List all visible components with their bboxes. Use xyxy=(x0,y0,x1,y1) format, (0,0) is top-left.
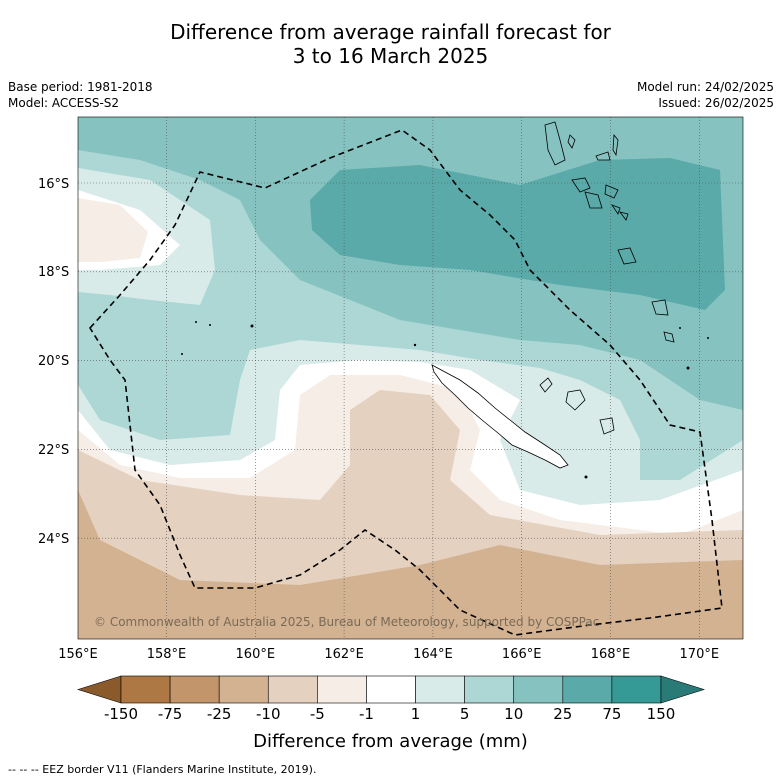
colorbar-swatch xyxy=(562,675,613,704)
loyalty-islands xyxy=(539,377,615,435)
base-period: Base period: 1981-2018 xyxy=(8,80,153,94)
eez-border xyxy=(89,129,723,636)
lon-label-156e: 156°E xyxy=(58,647,98,662)
colorbar-swatch xyxy=(366,675,416,704)
lat-label-20s: 20°S xyxy=(38,354,69,369)
colorbar-tick-label: -10 xyxy=(256,705,281,723)
model-name: Model: ACCESS-S2 xyxy=(8,96,120,110)
eez-legend-note: -- -- -- EEZ border V11 (Flanders Marine… xyxy=(8,763,317,776)
anomaly-band-minus1-minus5 xyxy=(78,198,148,262)
small-islands xyxy=(181,321,709,479)
colorbar-swatch xyxy=(415,675,465,704)
colorbar-tick-label: -75 xyxy=(157,705,183,723)
colorbar-tick-label: -5 xyxy=(309,705,325,723)
lon-label-158e: 158°E xyxy=(147,647,187,662)
lat-label-24s: 24°S xyxy=(38,532,69,547)
colorbar-swatch xyxy=(513,675,564,704)
lon-label-160e: 160°E xyxy=(236,647,276,662)
issued-date: Issued: 26/02/2025 xyxy=(658,96,774,110)
colorbar-title: Difference from average (mm) xyxy=(253,731,528,752)
graticule xyxy=(78,117,743,639)
colorbar-tick-label: 25 xyxy=(553,705,573,723)
colorbar-swatch xyxy=(611,675,662,704)
anomaly-band-minus10-minus25 xyxy=(78,490,743,639)
colorbar-tick-label: -150 xyxy=(103,705,139,723)
new-caledonia-island xyxy=(431,364,569,469)
colorbar-swatch xyxy=(169,675,220,704)
colorbar-tick-label: 5 xyxy=(459,705,470,723)
copyright-notice: © Commonwealth of Australia 2025, Bureau… xyxy=(94,615,599,629)
colorbar-tick-label: -25 xyxy=(206,705,232,723)
lon-label-164e: 164°E xyxy=(413,647,453,662)
lat-label-18s: 18°S xyxy=(38,265,69,280)
colorbar-swatch xyxy=(120,675,171,704)
colorbar-tick-label: 75 xyxy=(602,705,622,723)
lon-label-168e: 168°E xyxy=(591,647,631,662)
colorbar-swatch xyxy=(464,675,515,704)
colorbar-swatch xyxy=(218,675,269,704)
colorbar-extend-low xyxy=(76,675,122,704)
colorbar-tick-label: 1 xyxy=(410,705,421,723)
colorbar-swatch xyxy=(267,675,318,704)
lon-label-166e: 166°E xyxy=(502,647,542,662)
vanuatu-islands xyxy=(544,121,675,343)
model-run: Model run: 24/02/2025 xyxy=(636,80,774,94)
lon-label-170e: 170°E xyxy=(680,647,720,662)
colorbar-tick-label: 150 xyxy=(646,705,676,723)
map-title-line2: 3 to 16 March 2025 xyxy=(292,44,489,68)
map-frame xyxy=(77,116,744,640)
colorbar xyxy=(76,675,706,704)
colorbar-swatch xyxy=(317,675,367,704)
colorbar-tick-label: 10 xyxy=(504,705,524,723)
colorbar-tick-label: -1 xyxy=(358,705,374,723)
lat-label-22s: 22°S xyxy=(38,443,69,458)
map-title-line1: Difference from average rainfall forecas… xyxy=(170,20,611,44)
rainfall-map-area: © Commonwealth of Australia 2025, Bureau… xyxy=(78,117,743,639)
lon-label-162e: 162°E xyxy=(324,647,364,662)
colorbar-extend-high xyxy=(660,675,706,704)
lat-label-16s: 16°S xyxy=(38,177,69,192)
